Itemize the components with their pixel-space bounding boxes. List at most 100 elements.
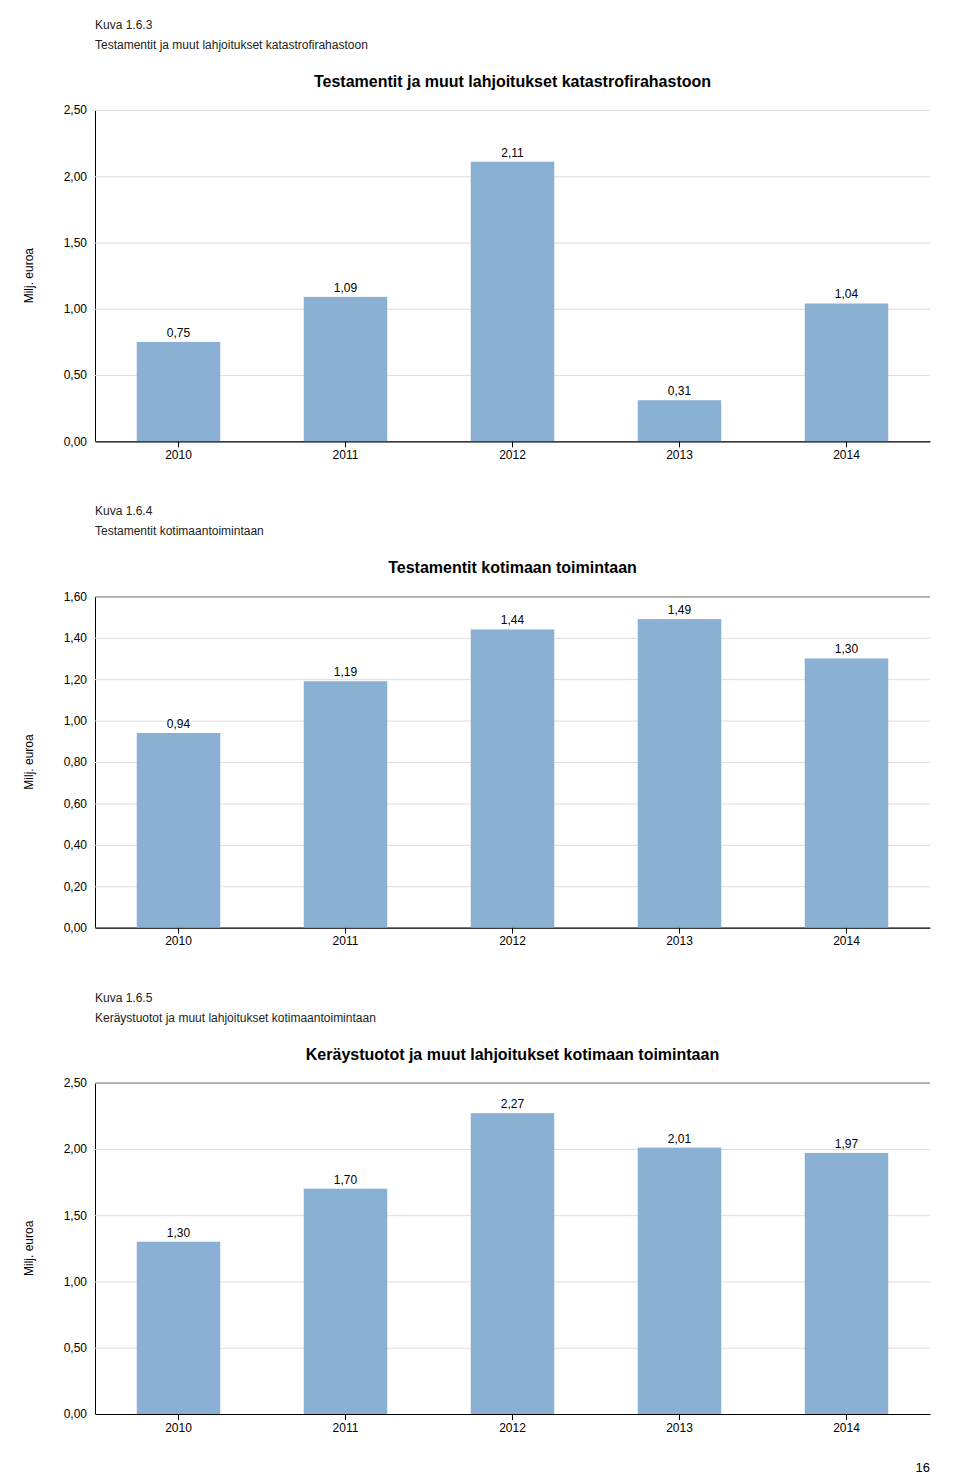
page: Kuva 1.6.3Testamentit ja muut lahjoituks… bbox=[0, 0, 960, 1484]
caption: Testamentit kotimaantoimintaan bbox=[95, 524, 264, 538]
x-axis: 2010 2011 2012 2013 2014 bbox=[96, 928, 931, 949]
bars bbox=[137, 162, 889, 442]
tick-mark bbox=[846, 928, 847, 934]
y-tick-label: 0,80 bbox=[64, 755, 88, 769]
x-tick-label: 2010 bbox=[165, 1421, 192, 1435]
grid-line bbox=[95, 110, 930, 111]
tick-mark bbox=[679, 441, 680, 447]
x-tick: 2014 bbox=[833, 928, 860, 949]
data-label: 2,11 bbox=[501, 146, 524, 160]
chart-section: Kuva 1.6.3Testamentit ja muut lahjoituks… bbox=[22, 18, 931, 462]
caption: Kuva 1.6.4 bbox=[95, 504, 153, 518]
y-tick-label: 1,50 bbox=[64, 1209, 88, 1223]
chart-title: Testamentit kotimaan toimintaan bbox=[388, 559, 637, 576]
data-label: 1,70 bbox=[334, 1173, 358, 1187]
bar bbox=[304, 297, 388, 441]
tick-mark bbox=[679, 1414, 680, 1420]
x-tick: 2014 bbox=[833, 1414, 860, 1435]
x-axis: 20102011201220132014 bbox=[96, 441, 931, 462]
bar bbox=[137, 342, 221, 441]
bar bbox=[805, 1153, 889, 1414]
caption: Testamentit ja muut lahjoitukset katastr… bbox=[95, 38, 368, 52]
y-axis-title: Milj. euroa bbox=[22, 248, 36, 304]
tick-mark bbox=[512, 1414, 513, 1420]
bar bbox=[471, 629, 555, 927]
y-axis: 0,000,200,400,600,801,001,201,401,60 bbox=[64, 590, 930, 935]
data-label: 2,01 bbox=[668, 1132, 692, 1146]
bar bbox=[638, 619, 722, 928]
y-axis-line bbox=[96, 1083, 931, 1414]
x-tick-label: 2010 bbox=[165, 448, 192, 462]
y-tick-label: 0,50 bbox=[64, 1341, 88, 1355]
caption: Kuva 1.6.5 bbox=[95, 991, 153, 1005]
y-tick-label: 0,40 bbox=[64, 838, 88, 852]
tick-mark bbox=[512, 928, 513, 934]
x-tick: 2013 bbox=[666, 928, 693, 949]
x-tick-label: 2012 bbox=[499, 448, 526, 462]
x-tick-label: 2013 bbox=[666, 448, 693, 462]
data-label: 1,49 bbox=[668, 603, 692, 617]
grid-line bbox=[95, 596, 930, 597]
data-label: 0,31 bbox=[668, 384, 692, 398]
data-labels: 0,941,191,441,491,30 bbox=[167, 603, 859, 731]
tick-mark bbox=[846, 441, 847, 447]
y-axis-title: Milj. euroa bbox=[22, 1220, 36, 1276]
x-tick-label: 2014 bbox=[833, 448, 860, 462]
data-label: 1,04 bbox=[835, 287, 859, 301]
x-tick-label: 2011 bbox=[333, 934, 359, 948]
bar bbox=[304, 681, 388, 927]
y-tick-label: 0,00 bbox=[64, 435, 88, 449]
y-axis-title: Milj. euroa bbox=[22, 734, 36, 790]
data-labels: 1,30 1,70 2,27 2,01 1,97 bbox=[167, 1097, 859, 1240]
data-label: 1,30 bbox=[167, 1226, 191, 1240]
bars bbox=[137, 619, 889, 928]
x-tick-label: 2012 bbox=[499, 1421, 526, 1435]
chart-section: Kuva 1.6.5 Keräystuotot ja muut lahjoituk… bbox=[22, 991, 931, 1435]
tick-mark bbox=[512, 441, 513, 447]
y-tick-label: 0,00 bbox=[64, 921, 88, 935]
data-label: 2,27 bbox=[501, 1097, 525, 1111]
tick-mark bbox=[679, 928, 680, 934]
bar bbox=[304, 1189, 388, 1414]
y-tick-label: 1,50 bbox=[64, 236, 88, 250]
y-axis: 0,000,501,001,502,002,50 bbox=[64, 103, 930, 448]
x-tick-label: 2013 bbox=[666, 934, 693, 948]
y-tick: 2,50 bbox=[64, 103, 930, 117]
x-tick: 2012 bbox=[499, 1414, 526, 1435]
bar bbox=[137, 1242, 221, 1414]
x-tick: 2011 bbox=[333, 1414, 359, 1435]
bar bbox=[638, 1148, 722, 1414]
y-axis-line bbox=[96, 111, 931, 442]
x-tick-label: 2014 bbox=[833, 934, 860, 948]
y-tick: 1,60 bbox=[64, 590, 930, 604]
y-tick-label: 1,00 bbox=[64, 1275, 88, 1289]
data-label: 1,30 bbox=[835, 642, 859, 656]
x-tick-label: 2010 bbox=[165, 934, 192, 948]
x-tick: 2014 bbox=[833, 441, 860, 462]
x-tick: 2012 bbox=[499, 928, 526, 949]
bars bbox=[137, 1113, 889, 1414]
x-tick-label: 2011 bbox=[333, 1421, 359, 1435]
x-tick-label: 2012 bbox=[499, 934, 526, 948]
bar bbox=[638, 400, 722, 441]
chart-title: Keräystuotot ja muut lahjoitukset kotima… bbox=[306, 1046, 719, 1063]
chart-title: Testamentit ja muut lahjoitukset katastr… bbox=[314, 73, 711, 90]
tick-mark bbox=[178, 928, 179, 934]
x-tick: 2012 bbox=[499, 441, 526, 462]
bar bbox=[471, 162, 555, 442]
bar bbox=[805, 658, 889, 927]
data-labels: 0,751,092,110,311,04 bbox=[167, 146, 859, 399]
data-label: 1,09 bbox=[334, 281, 358, 295]
y-axis: 0,000,501,001,502,002,50 bbox=[64, 1076, 930, 1421]
y-tick-label: 1,00 bbox=[64, 714, 88, 728]
y-tick-label: 0,20 bbox=[64, 880, 88, 894]
x-tick: 2013 bbox=[666, 1414, 693, 1435]
data-label: 1,44 bbox=[501, 613, 525, 627]
x-tick: 2010 bbox=[165, 441, 192, 462]
y-tick-label: 1,00 bbox=[64, 302, 88, 316]
data-label: 1,97 bbox=[835, 1137, 859, 1151]
page-number: 16 bbox=[916, 1460, 930, 1475]
x-tick: 2011 bbox=[333, 928, 359, 949]
x-tick-label: 2014 bbox=[833, 1421, 860, 1435]
tick-mark bbox=[178, 441, 179, 447]
